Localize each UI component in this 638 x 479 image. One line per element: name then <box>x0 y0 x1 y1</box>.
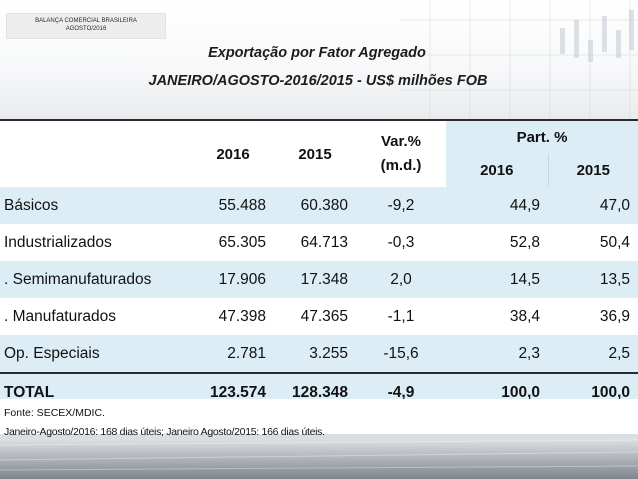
cell-var: -0,3 <box>356 224 446 261</box>
cell-2015: 17.348 <box>274 261 356 298</box>
footer-note: Janeiro-Agosto/2016: 168 dias úteis; Jan… <box>4 426 325 438</box>
header-var-line2: (m.d.) <box>380 157 422 174</box>
cell-2015: 60.380 <box>274 187 356 224</box>
export-table: 2016 2015 Var.% (m.d.) Part. % 2016 2015… <box>0 119 638 413</box>
cell-2016: 17.906 <box>192 261 274 298</box>
page-title: Exportação por Fator Agregado <box>0 45 638 61</box>
table-row: Básicos 55.488 60.380 -9,2 44,9 47,0 <box>0 187 638 224</box>
cell-part-2015: 36,9 <box>548 298 638 335</box>
cell-part-2015: 50,4 <box>548 224 638 261</box>
header-2015: 2015 <box>274 119 356 187</box>
page-title-text: Exportação por Fator Agregado <box>208 45 426 61</box>
page-subtitle-text: JANEIRO/AGOSTO-2016/2015 - US$ milhões F… <box>148 73 488 89</box>
footer-area <box>0 399 638 434</box>
cell-2016: 55.488 <box>192 187 274 224</box>
header-part-2015: 2015 <box>548 154 638 187</box>
cell-part-2015: 2,5 <box>548 335 638 373</box>
row-label: Op. Especiais <box>0 335 192 373</box>
cell-2016: 65.305 <box>192 224 274 261</box>
header-2016: 2016 <box>192 119 274 187</box>
cell-2015: 3.255 <box>274 335 356 373</box>
header-blank <box>0 119 192 187</box>
cell-part-2015: 47,0 <box>548 187 638 224</box>
cell-2015: 47.365 <box>274 298 356 335</box>
table-row: Op. Especiais 2.781 3.255 -15,6 2,3 2,5 <box>0 335 638 373</box>
table-row: . Manufaturados 47.398 47.365 -1,1 38,4 … <box>0 298 638 335</box>
cell-2015: 64.713 <box>274 224 356 261</box>
page-subtitle: JANEIRO/AGOSTO-2016/2015 - US$ milhões F… <box>0 73 638 89</box>
cell-var: -15,6 <box>356 335 446 373</box>
cell-part-2016: 52,8 <box>446 224 548 261</box>
cell-2016: 2.781 <box>192 335 274 373</box>
cell-part-2015: 13,5 <box>548 261 638 298</box>
table-row: Industrializados 65.305 64.713 -0,3 52,8… <box>0 224 638 261</box>
cell-var: -1,1 <box>356 298 446 335</box>
cell-part-2016: 44,9 <box>446 187 548 224</box>
corner-label-line1: BALANÇA COMERCIAL BRASILEIRA <box>35 18 137 24</box>
cell-part-2016: 38,4 <box>446 298 548 335</box>
row-label: . Manufaturados <box>0 298 192 335</box>
header-part-2016: 2016 <box>446 154 549 187</box>
table-row: . Semimanufaturados 17.906 17.348 2,0 14… <box>0 261 638 298</box>
cell-var: -9,2 <box>356 187 446 224</box>
header-var: Var.% (m.d.) <box>356 119 446 187</box>
cell-var: 2,0 <box>356 261 446 298</box>
corner-label-line2: AGOSTO/2016 <box>65 26 107 32</box>
cell-part-2016: 2,3 <box>446 335 548 373</box>
footer-source: Fonte: SECEX/MDIC. <box>4 407 105 419</box>
header-part: Part. % <box>446 119 638 154</box>
header-var-line1: Var.% <box>380 133 422 150</box>
corner-label-box: BALANÇA COMERCIAL BRASILEIRA AGOSTO/2016 <box>6 13 166 39</box>
row-label: Básicos <box>0 187 192 224</box>
cell-2016: 47.398 <box>192 298 274 335</box>
row-label: . Semimanufaturados <box>0 261 192 298</box>
row-label: Industrializados <box>0 224 192 261</box>
cell-part-2016: 14,5 <box>446 261 548 298</box>
